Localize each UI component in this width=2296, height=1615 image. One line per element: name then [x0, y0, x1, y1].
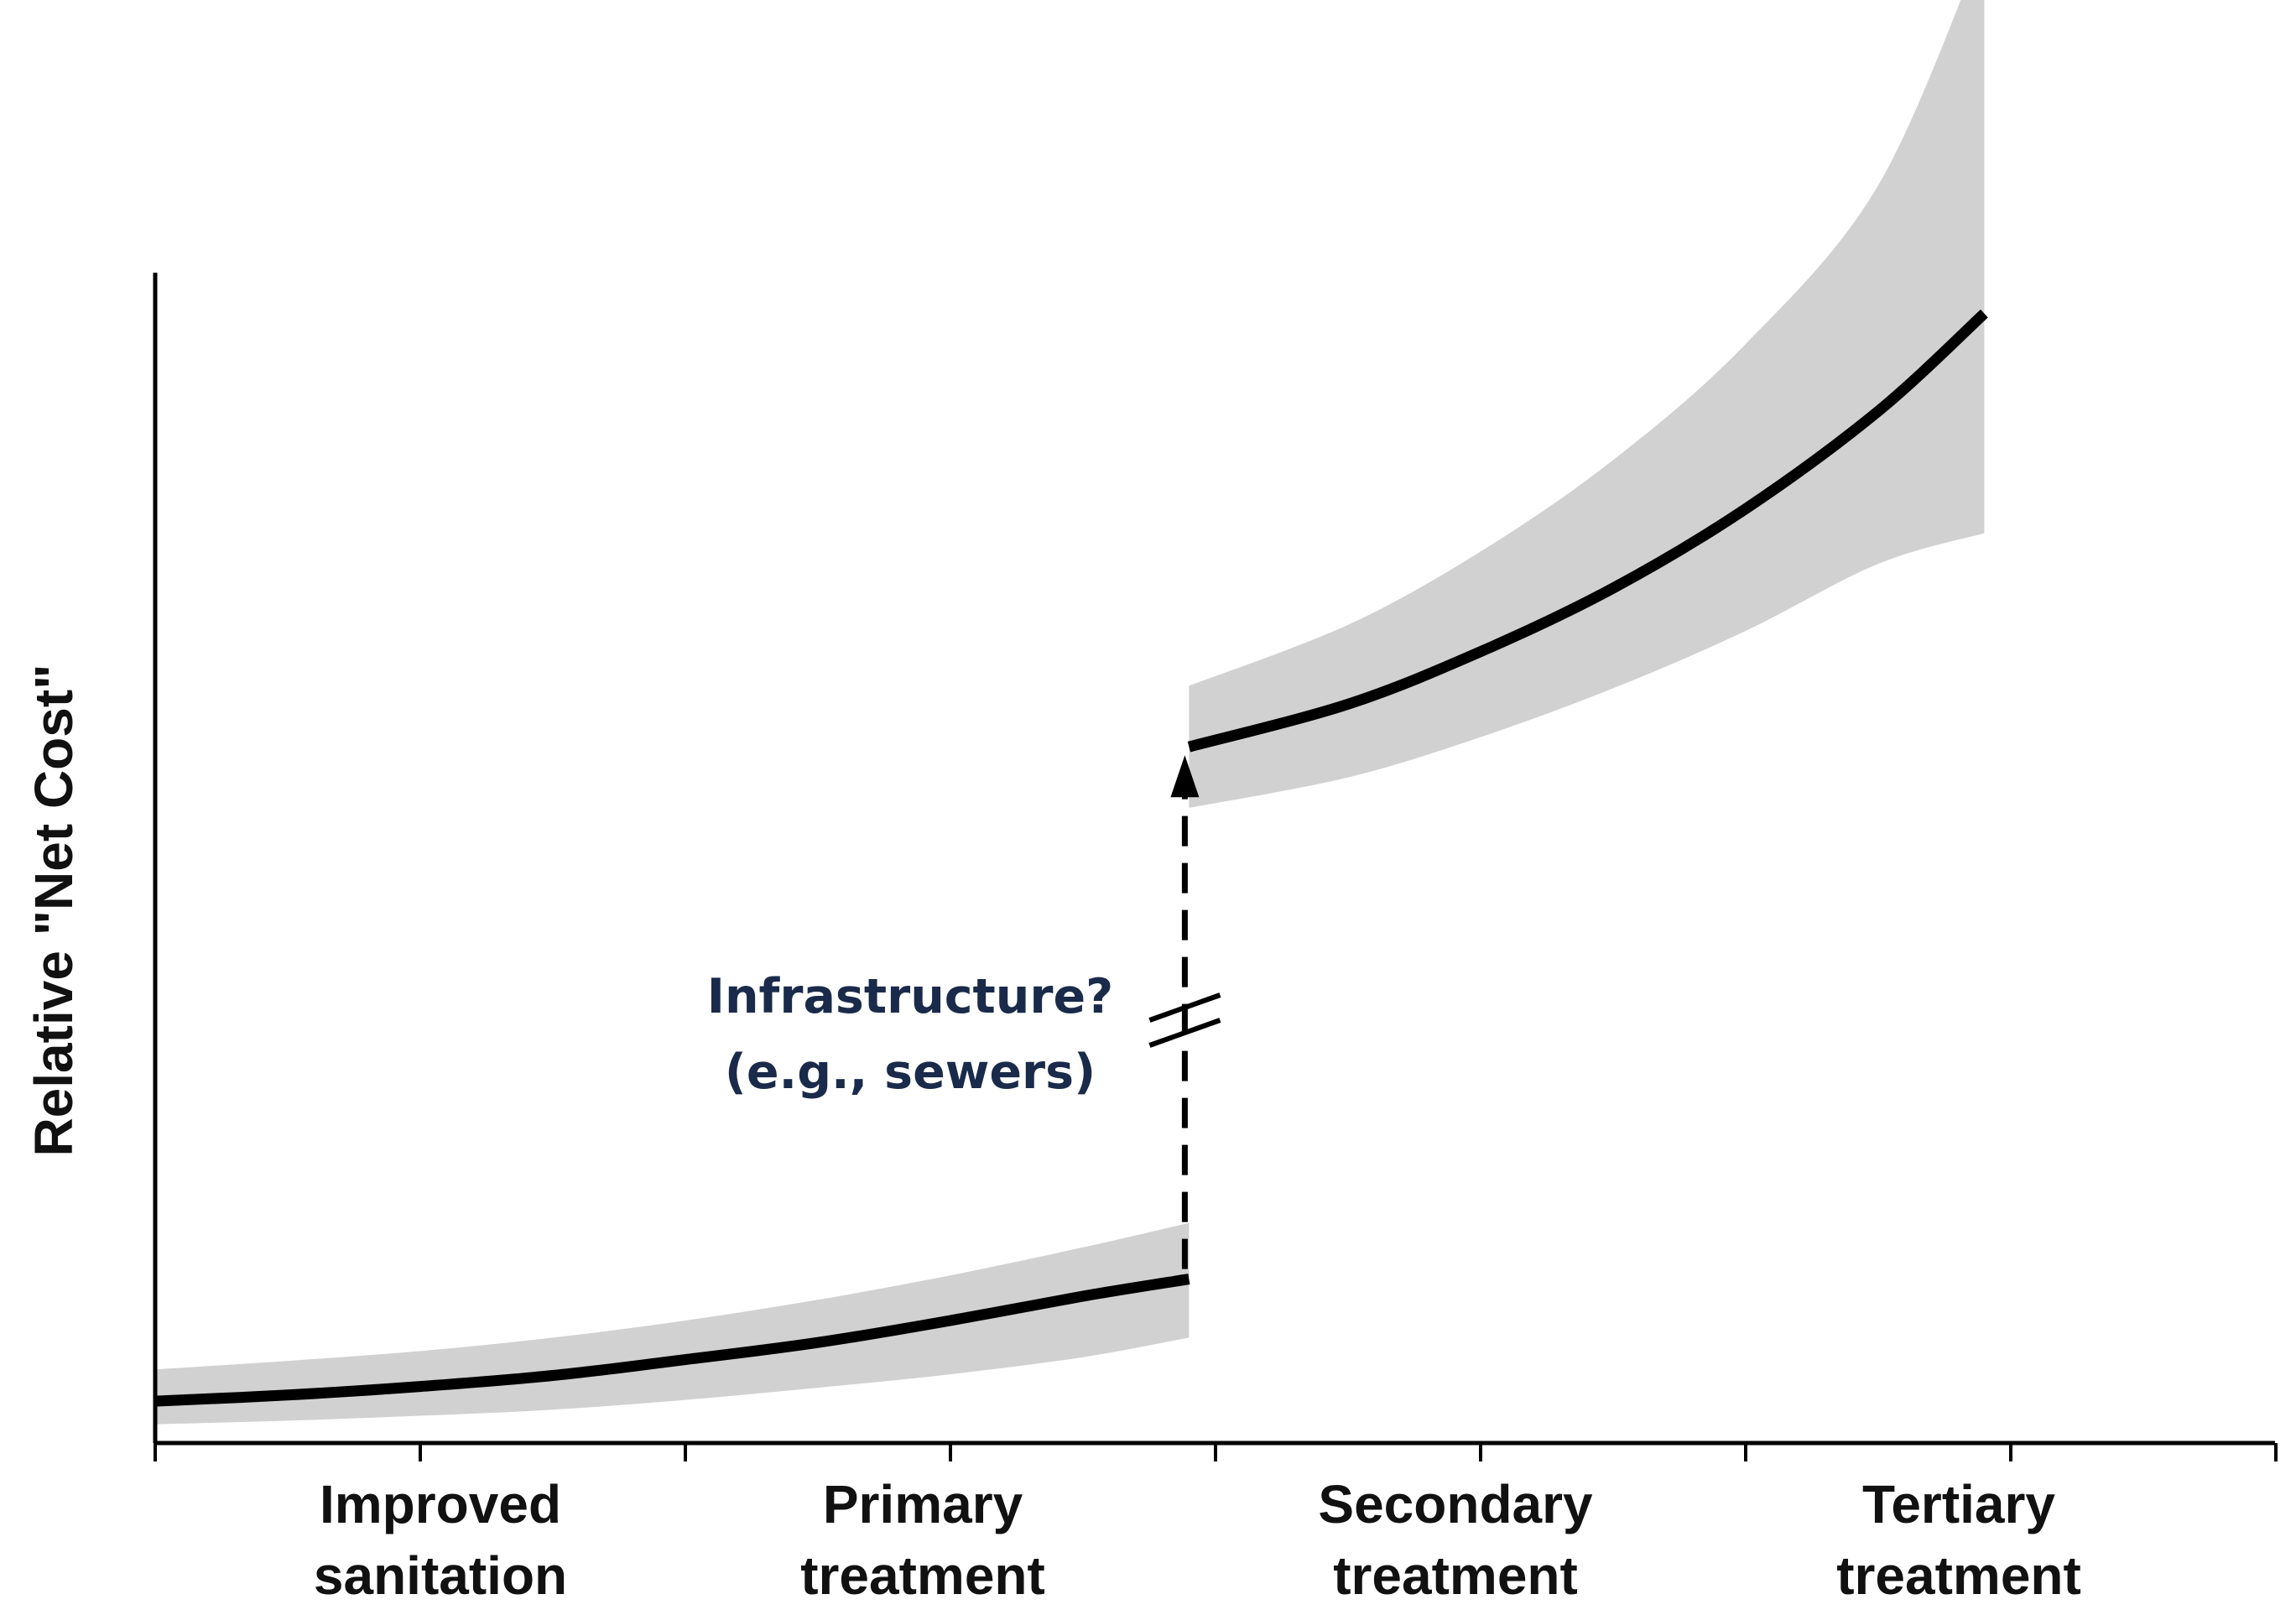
- break-mark-1: [1148, 992, 1221, 1023]
- category-label-3-line1: Tertiary: [1862, 1474, 2055, 1534]
- annotation-line1: Infrastructure?: [707, 969, 1113, 1024]
- band-after-infrastructure: [1189, 0, 1985, 808]
- break-mark-2: [1148, 1018, 1221, 1048]
- annotation-line2: (e.g., sewers): [725, 1045, 1096, 1100]
- category-label-0-line2: sanitation: [314, 1545, 567, 1606]
- category-label-0-line1: Improved: [320, 1474, 561, 1534]
- line-after-infrastructure: [1187, 309, 1988, 753]
- line-before-infrastructure: [154, 1274, 1190, 1407]
- band-before-infrastructure: [155, 1222, 1190, 1425]
- cost-lines: [154, 309, 1988, 1407]
- uncertainty-bands: [155, 0, 1985, 1425]
- category-labels: Improved sanitation Primary treatment Second…: [314, 1474, 2081, 1606]
- y-axis-label: Relative "Net Cost": [23, 664, 84, 1156]
- infrastructure-jump: [1148, 755, 1221, 1269]
- category-label-3-line2: treatment: [1836, 1545, 2081, 1606]
- category-label-2-line1: Secondary: [1318, 1474, 1593, 1534]
- jump-arrowhead-icon: [1170, 755, 1200, 798]
- category-label-1-line1: Primary: [823, 1474, 1023, 1534]
- axes: [153, 273, 2278, 1461]
- category-label-1-line2: treatment: [800, 1545, 1045, 1606]
- category-label-2-line2: treatment: [1333, 1545, 1578, 1606]
